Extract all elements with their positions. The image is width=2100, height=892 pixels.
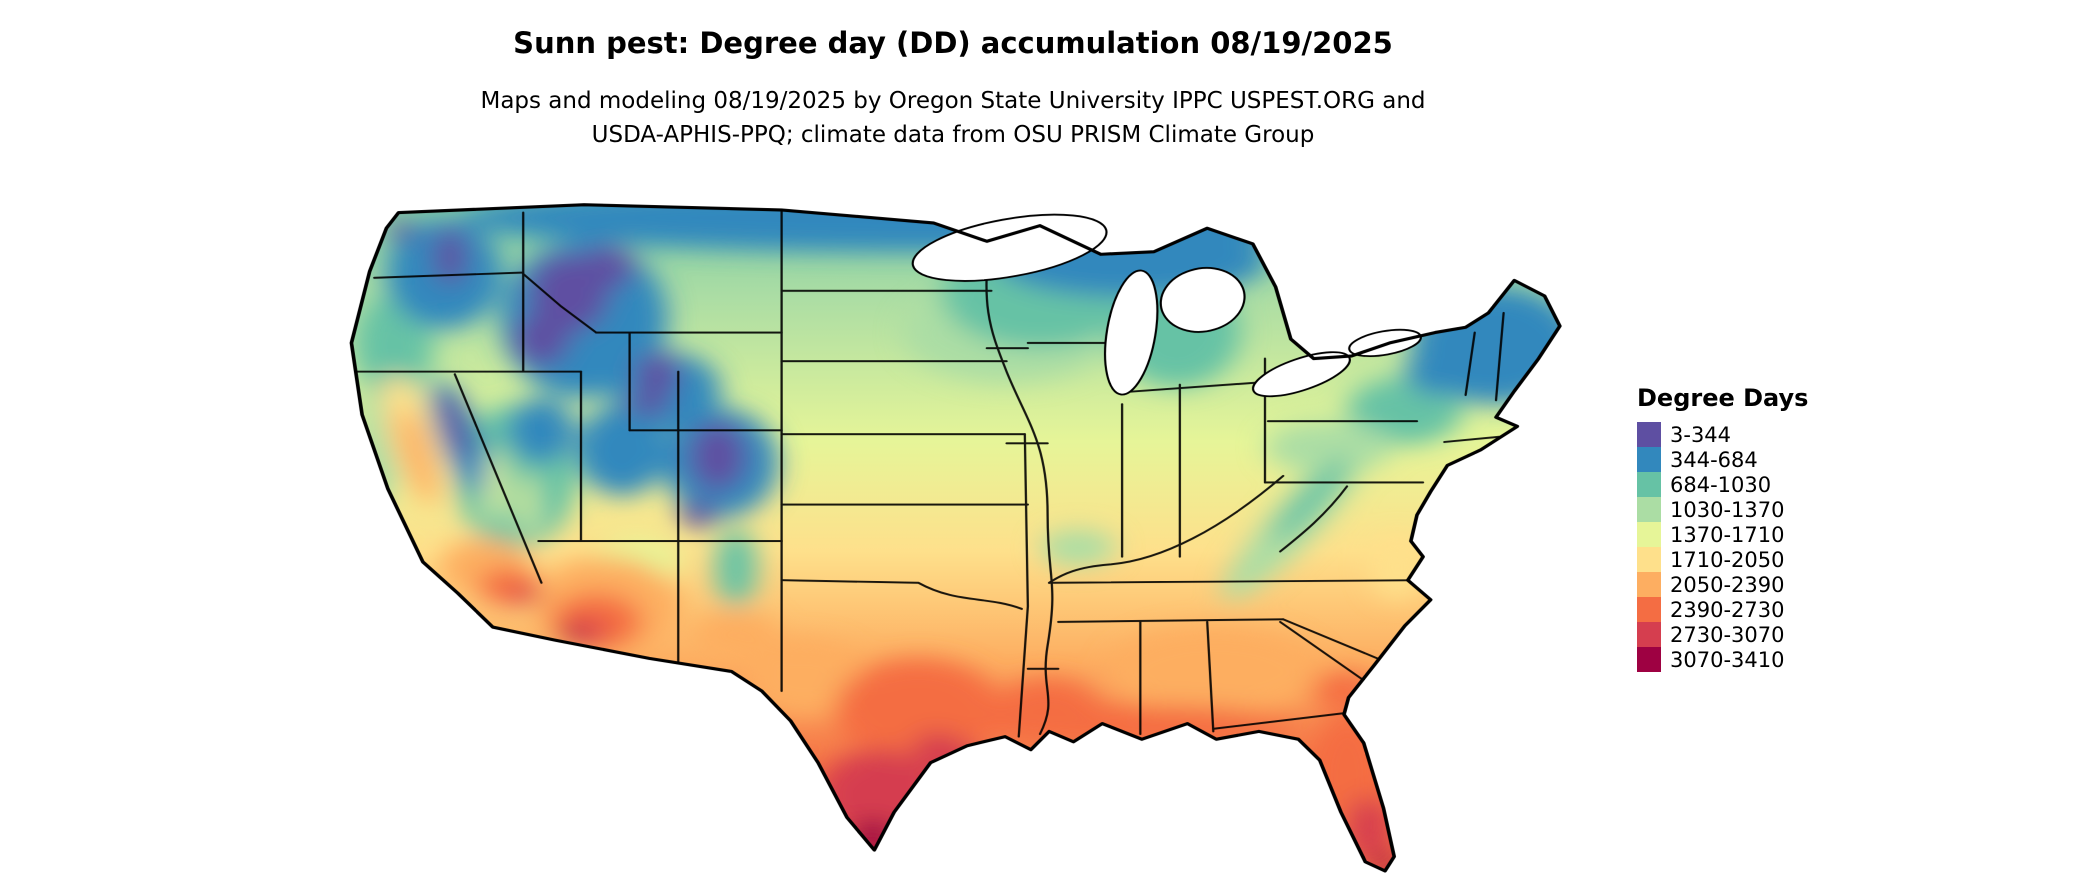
legend-label: 3-344 <box>1670 422 1732 447</box>
legend-swatch <box>1637 547 1661 572</box>
legend-row: 344-684 <box>1637 447 1857 472</box>
legend-swatch <box>1637 647 1661 672</box>
legend-row: 684-1030 <box>1637 472 1857 497</box>
lake-huron <box>1159 267 1246 333</box>
us-map-svg <box>349 203 1562 873</box>
legend-label: 2730-3070 <box>1670 622 1785 647</box>
legend-row: 2050-2390 <box>1637 572 1857 597</box>
legend-swatch <box>1637 472 1661 497</box>
legend-label: 1030-1370 <box>1670 497 1785 522</box>
legend-label: 3070-3410 <box>1670 647 1785 672</box>
subtitle-line-2: USDA-APHIS-PPQ; climate data from OSU PR… <box>591 122 1315 148</box>
legend-row: 1370-1710 <box>1637 522 1857 547</box>
lake-michigan <box>1103 269 1159 396</box>
legend-row: 2730-3070 <box>1637 622 1857 647</box>
legend-swatch <box>1637 522 1661 547</box>
legend-label: 1370-1710 <box>1670 522 1785 547</box>
legend-swatch <box>1637 422 1661 447</box>
state-boundaries <box>354 208 1505 738</box>
legend-swatch <box>1637 572 1661 597</box>
legend-row: 1030-1370 <box>1637 497 1857 522</box>
subtitle-line-1: Maps and modeling 08/19/2025 by Oregon S… <box>480 88 1426 114</box>
legend-title: Degree Days <box>1637 384 1809 412</box>
legend-row: 2390-2730 <box>1637 597 1857 622</box>
legend-label: 2390-2730 <box>1670 597 1785 622</box>
legend-row: 3-344 <box>1637 422 1857 447</box>
legend-label: 1710-2050 <box>1670 547 1785 572</box>
legend-swatch <box>1637 597 1661 622</box>
legend-label: 344-684 <box>1670 447 1758 472</box>
legend-swatch <box>1637 497 1661 522</box>
legend-label: 2050-2390 <box>1670 572 1785 597</box>
us-degree-day-map <box>280 150 1800 880</box>
legend-label: 684-1030 <box>1670 472 1772 497</box>
page-title: Sunn pest: Degree day (DD) accumulation … <box>513 26 1393 60</box>
legend-swatch <box>1637 447 1661 472</box>
legend: Degree Days 3-344 344-684 684-1030 1030-… <box>1637 384 1857 672</box>
us-outline <box>349 203 1562 873</box>
legend-swatch <box>1637 622 1661 647</box>
legend-row: 3070-3410 <box>1637 647 1857 672</box>
page-subtitle: Maps and modeling 08/19/2025 by Oregon S… <box>480 84 1425 152</box>
legend-row: 1710-2050 <box>1637 547 1857 572</box>
